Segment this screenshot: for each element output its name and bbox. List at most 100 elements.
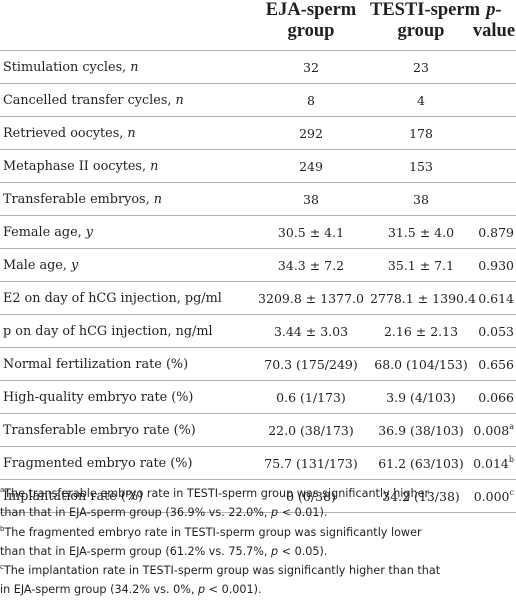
row-label: p on day of hCG injection, ng/ml (0, 314, 252, 348)
row-label: Metaphase II oocytes, n (0, 149, 252, 183)
testi-sperm-value: 4 (370, 83, 472, 117)
footnote-text: The transferable embryo rate in TESTI-sp… (4, 487, 430, 500)
p-value: 0.066 (478, 389, 514, 405)
p-value: 0.008 (473, 422, 510, 438)
testi-sperm-value: 178 (370, 116, 472, 150)
row-unit: n (175, 92, 184, 108)
eja-sperm-value: 38 (252, 182, 370, 216)
row-label: Stimulation cycles, n (0, 50, 252, 84)
row-label: Normal fertilization rate (%) (0, 347, 252, 381)
eja-sperm-value: 34.3 ± 7.2 (252, 248, 370, 282)
p-value-cell: 0.656 (472, 347, 516, 381)
footnote-marker: c (509, 487, 514, 497)
row-label-text: Stimulation cycles, (3, 59, 131, 75)
row-label-text: Transferable embryo rate (%) (3, 422, 196, 438)
row-label: Implantation rate (%) (0, 479, 252, 513)
row-label: Cancelled transfer cycles, n (0, 83, 252, 117)
eja-sperm-value: 3209.8 ± 1377.0 (252, 281, 370, 315)
row-unit: y (85, 224, 94, 240)
p-value-cell: 0.053 (472, 314, 516, 348)
row-label: Transferable embryo rate (%) (0, 413, 252, 447)
eja-sperm-value: 30.5 ± 4.1 (252, 215, 370, 249)
table-row: p on day of hCG injection, ng/ml 3.44 ± 3… (0, 314, 516, 348)
table-row: Female age, y 30.5 ± 4.1 31.5 ± 4.0 0.879 (0, 215, 516, 249)
row-label-text: Normal fertilization rate (%) (3, 356, 189, 372)
footnote-mark: c (0, 563, 4, 572)
footnote-line: in EJA-sperm group (34.2% vs. 0%, p < 0.… (0, 580, 516, 599)
p-value-cell (472, 149, 516, 183)
table-row: Stimulation cycles, n 32 23 (0, 50, 516, 84)
footnote-marker: a (509, 421, 514, 431)
eja-sperm-value: 0 (0/38) (252, 479, 370, 513)
results-table: EJA-sperm group TESTI-sperm group p- val… (0, 0, 516, 513)
footnote-line: than that in EJA-sperm group (36.9% vs. … (0, 503, 516, 522)
row-label: E2 on day of hCG injection, pg/ml (0, 281, 252, 315)
eja-sperm-value: 292 (252, 116, 370, 150)
table-footnotes: aThe transferable embryo rate in TESTI-s… (0, 484, 516, 600)
table-row: Implantation rate (%) 0 (0/38) 34.2 (13/38… (0, 479, 516, 513)
table-row: Transferable embryo rate (%) 22.0 (38/173… (0, 413, 516, 447)
table-row: Transferable embryos, n 38 38 (0, 182, 516, 216)
testi-sperm-value: 31.5 ± 4.0 (370, 215, 472, 249)
header-eja-sperm-group: EJA-sperm group (252, 0, 370, 51)
eja-sperm-value: 3.44 ± 3.03 (252, 314, 370, 348)
p-value: 0.614 (478, 290, 514, 306)
p-value-cell: 0.008a (472, 413, 516, 447)
row-unit: n (150, 158, 159, 174)
row-label: Transferable embryos, n (0, 182, 252, 216)
row-label-text: Retrieved oocytes, (3, 125, 128, 141)
table-header-row: EJA-sperm group TESTI-sperm group p- val… (0, 0, 516, 51)
row-label: Female age, y (0, 215, 252, 249)
eja-sperm-value: 8 (252, 83, 370, 117)
testi-sperm-value: 36.9 (38/103) (370, 413, 472, 447)
eja-sperm-value: 22.0 (38/173) (252, 413, 370, 447)
p-value-cell: 0.014b (472, 446, 516, 480)
p-value-cell: 0.930 (472, 248, 516, 282)
testi-sperm-value: 38 (370, 182, 472, 216)
row-label-text: Transferable embryos, (3, 191, 154, 207)
p-value-cell: 0.066 (472, 380, 516, 414)
testi-sperm-value: 61.2 (63/103) (370, 446, 472, 480)
testi-sperm-value: 68.0 (104/153) (370, 347, 472, 381)
p-value: 0.053 (478, 323, 514, 339)
p-value-cell (472, 50, 516, 84)
row-unit: n (153, 191, 162, 207)
table-row: Male age, y 34.3 ± 7.2 35.1 ± 7.1 0.930 (0, 248, 516, 282)
row-label-text: Implantation rate (%) (3, 488, 144, 504)
testi-sperm-value: 34.2 (13/38) (370, 479, 472, 513)
footnote-line: aThe transferable embryo rate in TESTI-s… (0, 484, 516, 503)
p-value-cell: 0.000c (472, 479, 516, 513)
row-label: Fragmented embryo rate (%) (0, 446, 252, 480)
row-label-text: E2 on day of hCG injection, pg/ml (3, 290, 222, 306)
row-label: High-quality embryo rate (%) (0, 380, 252, 414)
table-row: High-quality embryo rate (%) 0.6 (1/173) 3… (0, 380, 516, 414)
footnote-line: than that in EJA-sperm group (61.2% vs. … (0, 542, 516, 561)
footnote-text: than that in EJA-sperm group (61.2% vs. … (0, 544, 328, 558)
row-label: Male age, y (0, 248, 252, 282)
p-value-cell (472, 182, 516, 216)
p-value: 0.000 (473, 488, 510, 504)
testi-sperm-value: 3.9 (4/103) (370, 380, 472, 414)
eja-sperm-value: 249 (252, 149, 370, 183)
row-label: Retrieved oocytes, n (0, 116, 252, 150)
testi-sperm-value: 153 (370, 149, 472, 183)
p-value: 0.656 (478, 356, 514, 372)
testi-sperm-value: 2778.1 ± 1390.4 (370, 281, 476, 315)
p-value-cell: 0.614 (472, 281, 516, 315)
eja-sperm-value: 70.3 (175/249) (252, 347, 370, 381)
footnote-text: than that in EJA-sperm group (36.9% vs. … (0, 506, 328, 520)
eja-sperm-value: 0.6 (1/173) (252, 380, 370, 414)
footnote-mark: b (0, 524, 5, 533)
row-label-text: p on day of hCG injection, ng/ml (3, 323, 213, 339)
footnote-line: bThe fragmented embryo rate in TESTI-spe… (0, 523, 516, 542)
p-value: 0.879 (478, 224, 514, 240)
p-value-cell (472, 83, 516, 117)
eja-sperm-value: 32 (252, 50, 370, 84)
row-label-text: Female age, (3, 224, 86, 240)
row-label-text: Metaphase II oocytes, (3, 158, 151, 174)
footnote-text: The fragmented embryo rate in TESTI-sper… (4, 525, 422, 539)
row-label-text: Fragmented embryo rate (%) (3, 455, 193, 471)
p-value: 0.930 (478, 257, 514, 273)
row-unit: n (130, 59, 139, 75)
